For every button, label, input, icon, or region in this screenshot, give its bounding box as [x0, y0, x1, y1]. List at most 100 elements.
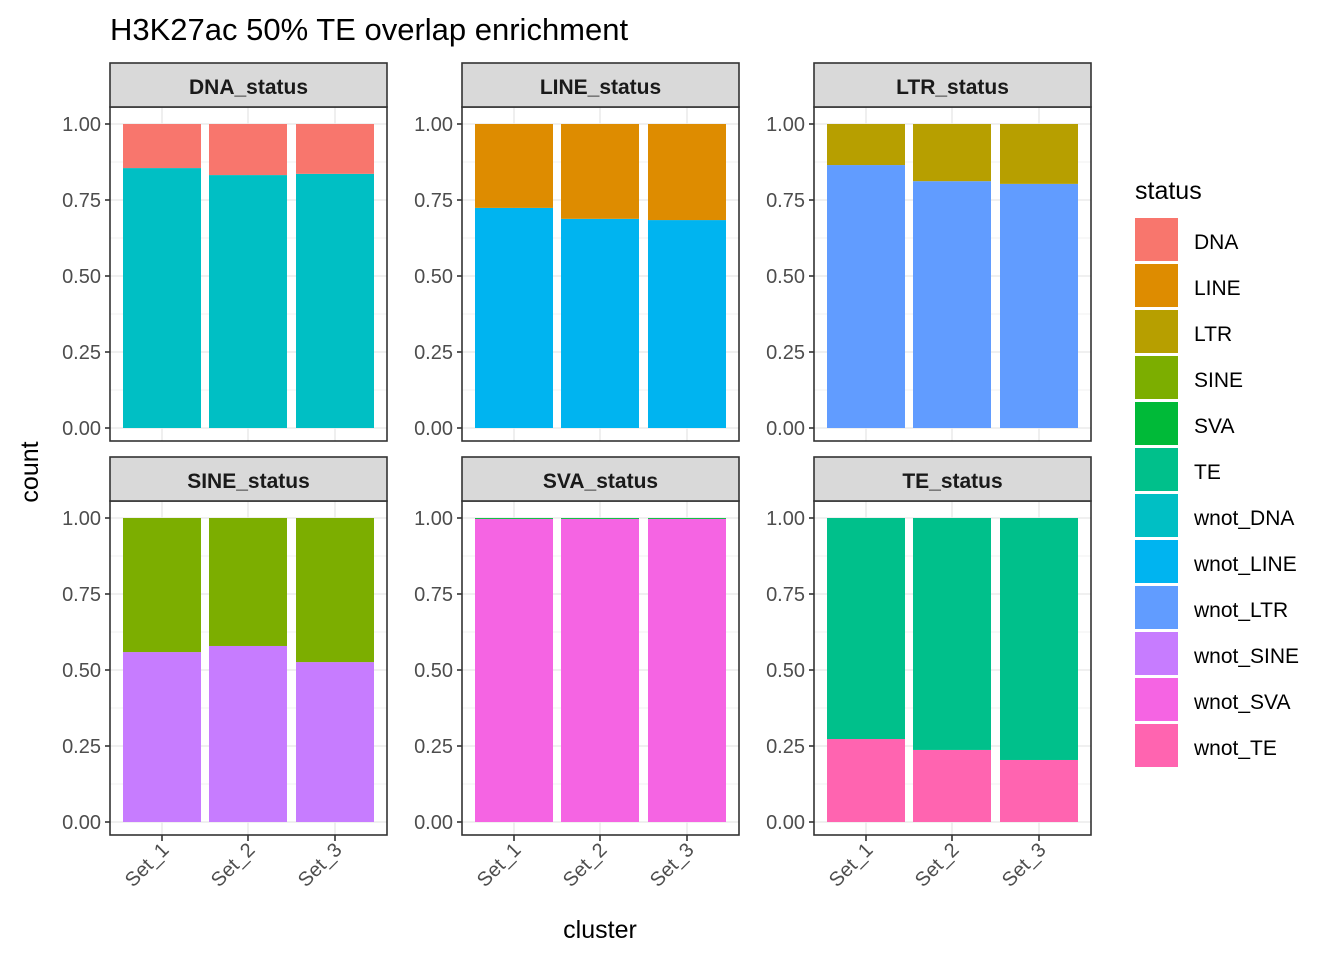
facet-panel-sine-status: SINE_status 0.00 0.25 0.50 0.75 1.00 Set_1 Set_…: [62, 456, 388, 892]
bar-segment-wnot-ltr: [827, 165, 905, 429]
bar-segment-te: [827, 518, 905, 740]
facet-panel-sva-status: SVA_status 0.00 0.25 0.50 0.75 1.00 Set_1 Set_2…: [414, 456, 740, 892]
legend-swatch: [1135, 264, 1178, 307]
legend-label: TE: [1194, 461, 1221, 484]
bar-segment-ltr: [1000, 124, 1078, 184]
legend-label: SVA: [1194, 415, 1234, 438]
y-axis-title: count: [16, 441, 44, 502]
bar-segment-wnot-line: [648, 220, 726, 428]
facet-panels: DNA_status0.000.250.500.751.00LINE_statu…: [62, 62, 1092, 892]
y-tick-label: 0.00: [414, 812, 453, 834]
x-tick-label: Set_2: [911, 839, 964, 892]
legend-label: LTR: [1194, 323, 1232, 346]
bar-segment-wnot-sine: [209, 645, 287, 822]
y-tick-label: 1.00: [62, 114, 101, 136]
y-tick-label: 0.50: [414, 660, 453, 682]
legend-label: DNA: [1194, 231, 1238, 254]
legend-title: status: [1135, 177, 1202, 205]
x-axis-title: cluster: [563, 916, 637, 944]
bar-segment-wnot-sva: [561, 518, 639, 822]
legend-swatch: [1135, 494, 1178, 537]
y-tick-label: 0.25: [766, 736, 805, 758]
y-tick-label: 1.00: [414, 508, 453, 530]
y-tick-label: 0.25: [766, 342, 805, 364]
facet-strip: [461, 456, 740, 502]
bar-segment-sva: [561, 518, 639, 519]
facet-panel-ltr-status: LTR_status 0.00 0.25 0.50 0.75 1.00: [766, 62, 1092, 442]
bar-segment-sine: [209, 518, 287, 646]
y-tick-label: 1.00: [62, 508, 101, 530]
bar-segment-wnot-te: [827, 739, 905, 822]
bar-segment-wnot-ltr: [913, 181, 991, 428]
legend-item-ltr: LTR: [1135, 310, 1232, 353]
legend-swatch: [1135, 724, 1178, 767]
y-tick-label: 0.75: [62, 584, 101, 606]
x-tick-label: Set_1: [473, 839, 526, 892]
legend-item-te: TE: [1135, 448, 1221, 491]
y-tick-label: 0.50: [766, 266, 805, 288]
legend-label: wnot_SVA: [1193, 691, 1291, 714]
y-tick-label: 0.00: [414, 418, 453, 440]
y-tick-label: 0.75: [414, 190, 453, 212]
facet-panel-te-status: TE_status 0.00 0.25 0.50 0.75 1.00 Set_1 Set_2 S…: [766, 456, 1092, 892]
bar-segment-sine: [123, 518, 201, 653]
legend-item-dna: DNA: [1135, 218, 1238, 261]
bar-segment-wnot-ltr: [1000, 183, 1078, 428]
y-tick-label: 0.75: [62, 190, 101, 212]
legend-label: wnot_TE: [1193, 737, 1277, 760]
bar-segment-te: [913, 518, 991, 750]
legend-swatch: [1135, 586, 1178, 629]
legend-item-sine: SINE: [1135, 356, 1243, 399]
bar-segment-wnot-line: [561, 218, 639, 428]
facet-strip-label: SINE_status: [187, 470, 310, 493]
y-tick-label: 0.50: [62, 660, 101, 682]
bar-segment-wnot-line: [475, 207, 553, 428]
y-tick-label: 0.00: [62, 812, 101, 834]
legend-item-wnot-sva: wnot_SVA: [1135, 678, 1291, 721]
y-tick-label: 0.25: [62, 736, 101, 758]
y-tick-label: 0.00: [766, 418, 805, 440]
x-tick-label: Set_2: [207, 839, 260, 892]
facet-strip-label: DNA_status: [189, 76, 308, 99]
legend-label: wnot_LTR: [1193, 599, 1288, 622]
bar-segment-wnot-dna: [123, 168, 201, 428]
legend-item-wnot-line: wnot_LINE: [1135, 540, 1297, 583]
y-tick-label: 0.25: [414, 736, 453, 758]
bar-segment-dna: [209, 124, 287, 176]
bar-segment-wnot-dna: [209, 175, 287, 428]
x-tick-label: Set_2: [559, 839, 612, 892]
facet-strip: [813, 456, 1092, 502]
x-tick-label: Set_3: [998, 839, 1051, 892]
bar-segment-wnot-sva: [475, 518, 553, 822]
legend-swatch: [1135, 678, 1178, 721]
legend-label: wnot_DNA: [1193, 507, 1294, 530]
x-tick-label: Set_3: [294, 839, 347, 892]
legend-item-wnot-ltr: wnot_LTR: [1135, 586, 1288, 629]
bar-segment-line: [561, 124, 639, 219]
legend-item-wnot-dna: wnot_DNA: [1135, 494, 1294, 537]
y-tick-label: 0.25: [414, 342, 453, 364]
legend-item-wnot-sine: wnot_SINE: [1135, 632, 1299, 675]
legend-label: wnot_LINE: [1193, 553, 1297, 576]
legend-swatch: [1135, 448, 1178, 491]
bar-segment-ltr: [827, 124, 905, 166]
facet-strip: [461, 62, 740, 108]
y-tick-label: 0.00: [766, 812, 805, 834]
bar-segment-line: [648, 124, 726, 221]
y-tick-label: 0.50: [414, 266, 453, 288]
legend-label: wnot_SINE: [1193, 645, 1299, 668]
facet-strip: [109, 62, 388, 108]
bar-segment-wnot-te: [913, 749, 991, 822]
bar-segment-sva: [475, 518, 553, 519]
y-tick-label: 1.00: [414, 114, 453, 136]
legend: status DNA LINE LTR SINE SVA TE wnot_DNA wnot_L…: [1135, 177, 1299, 767]
y-tick-label: 0.50: [766, 660, 805, 682]
bar-segment-wnot-dna: [296, 173, 374, 428]
y-tick-label: 0.75: [766, 190, 805, 212]
bar-segment-wnot-sine: [123, 652, 201, 822]
legend-label: LINE: [1194, 277, 1241, 300]
facet-strip: [813, 62, 1092, 108]
bar-segment-wnot-sva: [648, 518, 726, 822]
bar-segment-sine: [296, 518, 374, 663]
